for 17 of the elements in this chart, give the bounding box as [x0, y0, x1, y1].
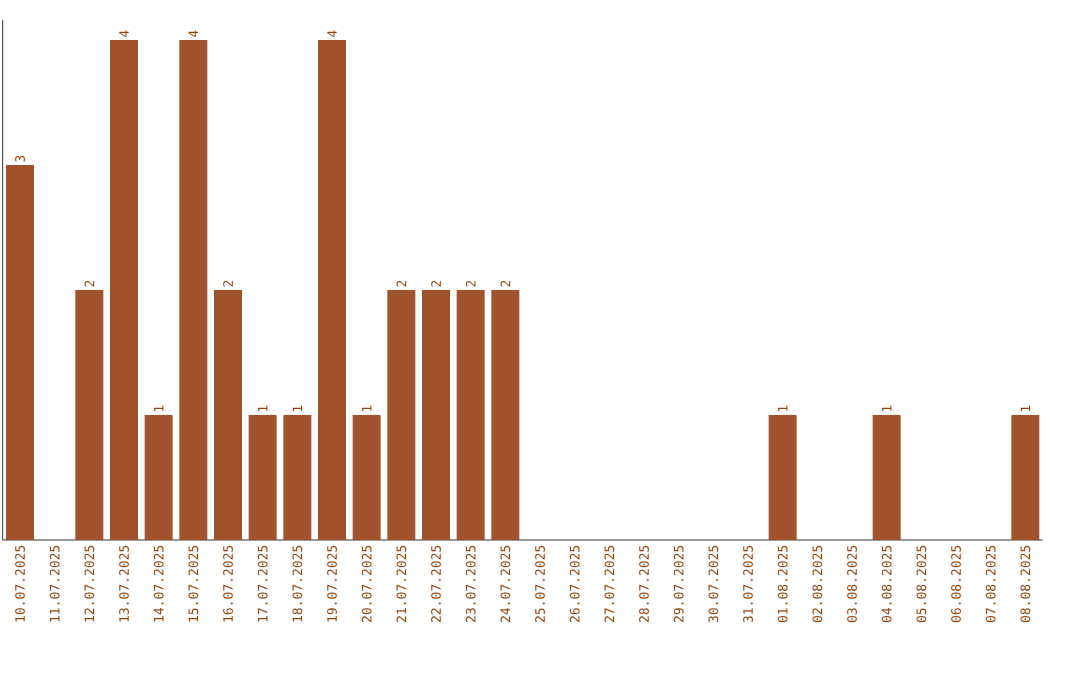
bar	[179, 39, 208, 540]
bar	[872, 415, 901, 540]
bar	[248, 415, 277, 540]
bar	[491, 290, 520, 540]
bar	[318, 39, 347, 540]
bar	[283, 415, 312, 540]
bar	[352, 415, 381, 540]
bar	[387, 290, 416, 540]
bar	[6, 164, 34, 540]
bar	[214, 290, 242, 540]
bar	[456, 290, 485, 540]
bar	[144, 415, 173, 540]
bar	[75, 290, 104, 540]
bar	[1011, 415, 1040, 540]
bar	[768, 415, 797, 540]
bar	[422, 290, 450, 540]
bar	[110, 39, 138, 540]
